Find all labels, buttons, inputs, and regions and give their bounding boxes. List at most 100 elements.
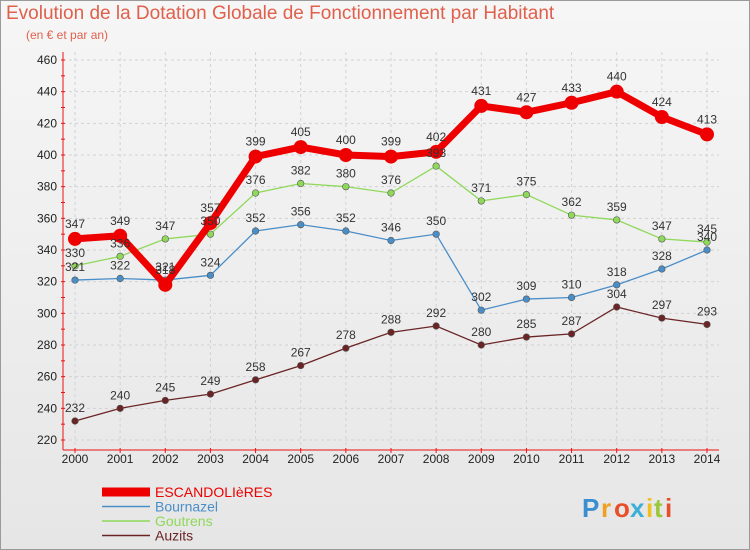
data-label: 258 <box>246 360 266 374</box>
point-auzits <box>116 404 124 412</box>
legend-label-bournazel: Bournazel <box>155 499 218 515</box>
x-tick-label: 2010 <box>513 452 540 466</box>
point-goutrens <box>658 235 666 243</box>
point-goutrens <box>71 262 79 270</box>
data-label: 322 <box>110 259 130 273</box>
point-auzits <box>161 396 169 405</box>
data-label: 376 <box>381 173 401 187</box>
data-label: 352 <box>336 211 356 225</box>
point-escandoli-res <box>203 216 218 231</box>
y-tick-label: 340 <box>37 243 57 257</box>
data-label: 380 <box>336 167 356 181</box>
series-layer <box>68 84 714 425</box>
point-bournazel <box>658 265 666 273</box>
data-labels: 232 240 245 249 258 267 278 288 292 280 285 287 304 2… <box>65 70 717 415</box>
data-label: 285 <box>516 317 536 331</box>
point-escandoli-res <box>609 84 624 99</box>
legend-label-goutrens: Goutrens <box>155 513 213 529</box>
y-tick-label: 300 <box>37 306 57 320</box>
data-label: 347 <box>155 219 175 233</box>
x-tick-label: 2013 <box>649 452 676 466</box>
point-escandoli-res <box>68 231 82 246</box>
data-label: 292 <box>426 306 446 320</box>
point-bournazel <box>613 281 621 289</box>
point-escandoli-res <box>158 277 173 292</box>
x-tick-label: 2005 <box>287 452 314 466</box>
data-label: 245 <box>155 380 175 394</box>
data-label: 376 <box>246 173 266 187</box>
data-label: 321 <box>155 260 175 274</box>
data-label: 293 <box>697 304 717 318</box>
x-tick-label: 2000 <box>62 452 89 466</box>
point-goutrens <box>297 179 305 188</box>
data-label: 345 <box>697 222 717 236</box>
data-label: 359 <box>607 200 627 214</box>
data-label: 433 <box>562 81 582 95</box>
point-goutrens <box>387 189 395 197</box>
point-escandoli-res <box>248 149 263 164</box>
data-label: 431 <box>471 84 491 98</box>
data-label: 362 <box>562 195 582 209</box>
point-escandoli-res <box>429 144 444 159</box>
point-auzits <box>387 328 395 336</box>
point-bournazel <box>297 221 305 229</box>
point-escandoli-res <box>293 140 308 155</box>
point-escandoli-res <box>519 105 534 120</box>
data-label: 267 <box>291 346 311 360</box>
data-label: 405 <box>291 125 311 139</box>
x-tick-label: 2003 <box>197 452 224 466</box>
data-label: 347 <box>65 217 85 231</box>
point-goutrens <box>567 211 576 219</box>
point-auzits <box>432 322 440 330</box>
data-label: 340 <box>697 230 717 244</box>
point-bournazel <box>342 227 350 235</box>
point-auzits <box>206 390 215 398</box>
y-tick-label: 280 <box>37 338 57 352</box>
logo-letter: i <box>646 493 653 523</box>
point-goutrens <box>251 189 260 197</box>
point-bournazel <box>206 271 215 279</box>
y-tick-label: 360 <box>37 211 57 225</box>
point-escandoli-res <box>564 95 579 110</box>
chart-title: Evolution de la Dotation Globale de Fonc… <box>6 3 555 24</box>
y-tick-label: 260 <box>37 370 57 384</box>
logo-letter: t <box>654 493 663 523</box>
data-label: 349 <box>110 214 130 228</box>
point-goutrens <box>161 235 169 243</box>
logo-letter: x <box>630 493 645 523</box>
data-label: 350 <box>426 214 446 228</box>
x-tick-label: 2002 <box>152 452 179 466</box>
logo-letter: P <box>582 493 599 523</box>
x-tick-label: 2011 <box>559 452 585 466</box>
data-label: 297 <box>652 298 672 312</box>
data-label: 440 <box>607 70 627 84</box>
point-auzits <box>613 303 621 311</box>
data-label: 328 <box>652 249 672 263</box>
point-goutrens <box>477 197 485 205</box>
point-goutrens <box>116 252 124 260</box>
x-tick-label: 2001 <box>107 452 134 466</box>
point-auzits <box>522 333 531 341</box>
data-label: 287 <box>562 314 582 328</box>
y-tick-label: 400 <box>37 148 57 162</box>
data-label: 232 <box>65 401 85 415</box>
point-bournazel <box>387 236 395 245</box>
chart-subtitle: (en € et par an) <box>26 28 109 42</box>
legend-label-escandoli-res: ESCANDOLIèRES <box>155 484 272 500</box>
x-tick-label: 2006 <box>333 452 360 466</box>
point-escandoli-res <box>338 148 353 162</box>
point-bournazel <box>71 276 79 284</box>
logo-letter: i <box>665 493 672 523</box>
logo-letter: r <box>601 493 611 523</box>
data-label: 278 <box>336 328 356 342</box>
y-tick-label: 240 <box>37 401 57 415</box>
data-label: 402 <box>426 130 446 144</box>
point-auzits <box>703 320 711 329</box>
data-label: 399 <box>381 135 401 149</box>
data-label: 424 <box>652 95 672 109</box>
data-label: 324 <box>200 255 220 269</box>
point-auzits <box>71 417 79 425</box>
point-goutrens <box>342 183 350 191</box>
y-tick-label: 420 <box>37 116 57 130</box>
